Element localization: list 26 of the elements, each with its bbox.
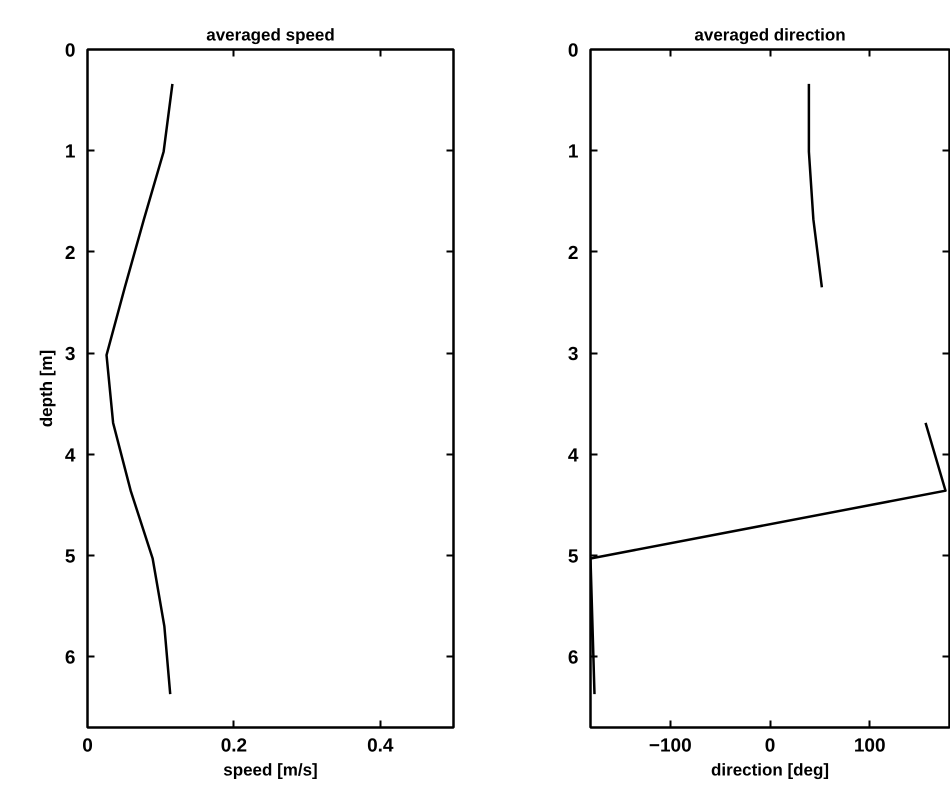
x-tick-label: 100 — [854, 736, 886, 756]
x-tick-label: −100 — [648, 736, 692, 756]
y-tick-label: 2 — [64, 242, 76, 264]
chart-title: averaged direction — [694, 26, 846, 44]
x-axis-title: direction [deg] — [710, 760, 830, 780]
chart-title: averaged speed — [206, 26, 335, 44]
y-tick-label: 3 — [568, 344, 579, 366]
y-tick-label: 1 — [64, 142, 76, 163]
x-axis-title: speed [m/s] — [223, 760, 318, 780]
y-tick-label: 2 — [568, 242, 579, 264]
y-tick-label: 0 — [568, 40, 579, 62]
y-tick-label: 6 — [64, 648, 76, 669]
x-tick-label: 0.4 — [367, 736, 394, 756]
line-series — [105, 82, 174, 696]
y-tick-label: 6 — [568, 648, 579, 669]
y-tick-label: 1 — [568, 142, 579, 163]
y-tick-label: 3 — [64, 344, 76, 366]
y-tick-label: 4 — [568, 445, 579, 466]
y-tick-label: 0 — [64, 40, 76, 62]
x-tick-label: 0 — [764, 736, 776, 756]
y-tick-label: 5 — [64, 546, 76, 568]
x-tick-label: 0 — [82, 736, 93, 756]
y-tick-label: 5 — [568, 546, 579, 568]
x-tick-label: 0.2 — [220, 736, 248, 756]
y-tick-label: 4 — [64, 445, 76, 466]
y-axis-title: depth [m] — [36, 350, 56, 428]
